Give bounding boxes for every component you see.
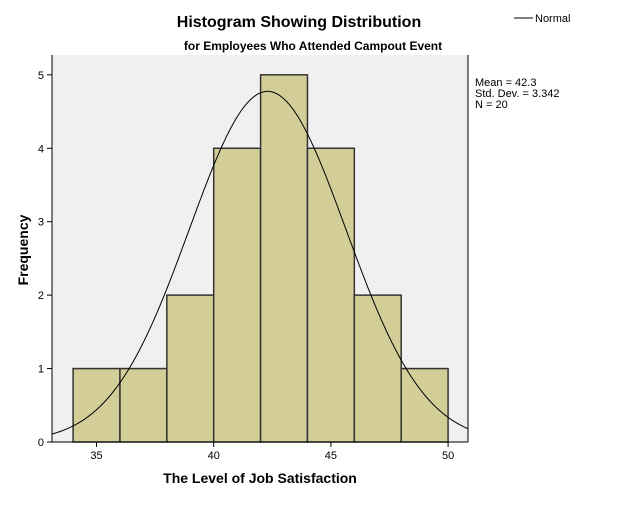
- histogram-bar-0: [72, 367, 121, 443]
- y-tick-label-5: 5: [38, 70, 44, 82]
- stat-n: N = 20: [475, 99, 508, 111]
- histogram-bar-2: [166, 294, 215, 443]
- normal-curve: [51, 90, 469, 435]
- x-tick-label-2: 45: [325, 450, 337, 462]
- x-tick-label-0: 35: [90, 450, 102, 462]
- histogram-bar-7: [400, 367, 449, 443]
- histogram-bar-6: [353, 294, 402, 443]
- x-tick-label-3: 50: [442, 450, 454, 462]
- histogram-bar-3: [212, 147, 262, 443]
- y-axis-label: Frequency: [15, 214, 31, 285]
- chart-subtitle: for Employees Who Attended Campout Event: [184, 39, 442, 53]
- x-tick-label-1: 40: [208, 450, 220, 462]
- histogram-bar-5: [306, 147, 356, 443]
- y-tick-label-3: 3: [38, 217, 44, 229]
- histogram-bar-4: [259, 74, 309, 443]
- y-tick-label-4: 4: [38, 143, 44, 155]
- y-tick-label-0: 0: [38, 437, 44, 449]
- x-axis-label: The Level of Job Satisfaction: [163, 470, 357, 486]
- y-tick-label-2: 2: [38, 290, 44, 302]
- legend-label-normal: Normal: [535, 13, 570, 25]
- stat-mean: Mean = 42.3: [475, 77, 536, 89]
- histogram-bar-1: [119, 367, 168, 443]
- chart-title: Histogram Showing Distribution: [177, 14, 421, 31]
- stat-sd: Std. Dev. = 3.342: [475, 88, 560, 100]
- y-tick-label-1: 1: [38, 364, 44, 376]
